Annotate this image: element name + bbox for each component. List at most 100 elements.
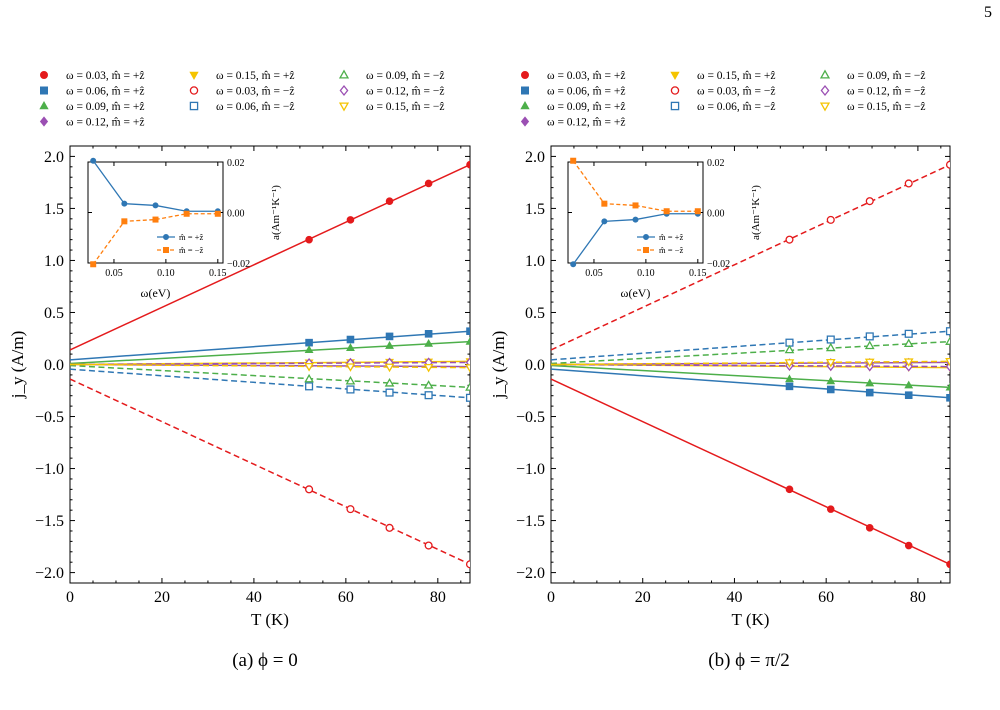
y-tick-label: 2.0 — [44, 149, 64, 166]
inset-legend-marker — [162, 233, 169, 240]
data-point — [864, 358, 875, 368]
legend-marker — [521, 86, 530, 95]
inset-legend-label: m̂ = −ẑ — [659, 245, 683, 255]
data-point — [945, 160, 950, 169]
y-axis-label: j_y (A/m) — [489, 331, 508, 400]
legend-marker — [820, 84, 830, 97]
inset-data-point — [183, 210, 190, 217]
data-point — [424, 541, 433, 550]
data-point — [946, 560, 950, 569]
inset-data-point — [694, 208, 701, 215]
inset-x-tick-label: 0.05 — [585, 268, 603, 279]
x-tick-label: 60 — [338, 589, 354, 606]
data-point — [946, 393, 950, 402]
legend-label: ω = 0.09, m̂ = +ẑ — [66, 101, 144, 113]
series-0 — [70, 164, 470, 351]
inset-y-tick-label: 0.00 — [227, 209, 245, 220]
x-tick-label: 40 — [726, 589, 742, 606]
legend-label: ω = 0.12, m̂ = +ẑ — [66, 116, 144, 128]
legend-marker — [520, 116, 530, 127]
inset-x-tick-label: 0.15 — [209, 268, 227, 279]
legend-marker — [339, 84, 349, 97]
data-point — [864, 340, 875, 350]
data-point — [466, 160, 470, 169]
y-tick-label: −1.0 — [35, 461, 64, 478]
inset-data-point — [90, 157, 97, 164]
data-point — [826, 505, 835, 513]
legend-label: ω = 0.15, m̂ = +ẑ — [697, 70, 775, 82]
inset-data-point — [570, 157, 577, 164]
series-line — [70, 361, 470, 366]
data-point — [346, 335, 355, 344]
legend-label: ω = 0.06, m̂ = −ẑ — [697, 101, 775, 113]
legend-marker — [39, 116, 49, 127]
series-markers-9 — [304, 363, 470, 373]
data-point — [304, 345, 314, 354]
series-0 — [551, 378, 950, 565]
y-tick-label: −0.5 — [516, 409, 545, 426]
series-line — [551, 368, 950, 399]
data-point — [345, 375, 356, 385]
series-9 — [70, 363, 470, 369]
data-point — [304, 363, 314, 372]
legend-label: ω = 0.09, m̂ = +ẑ — [547, 101, 625, 113]
series-markers-7 — [304, 373, 470, 391]
series-line — [70, 330, 470, 361]
series-5 — [551, 164, 950, 351]
legend-label: ω = 0.03, m̂ = −ẑ — [697, 85, 775, 97]
inset-series-line — [572, 160, 698, 212]
y-tick-label: −2.0 — [35, 565, 64, 582]
series-line — [551, 364, 950, 389]
x-tick-label: 0 — [66, 589, 74, 606]
data-point — [785, 485, 794, 494]
series-line — [551, 360, 950, 366]
data-point — [465, 364, 470, 373]
data-point — [904, 380, 914, 389]
data-point — [865, 388, 874, 397]
legend-marker — [819, 69, 831, 79]
data-point — [423, 380, 434, 389]
data-point — [424, 179, 433, 188]
legend-marker — [521, 71, 530, 80]
inset-data-point — [601, 200, 608, 207]
y-tick-label: −1.5 — [35, 513, 64, 530]
legend-marker — [40, 71, 49, 80]
legend-marker — [39, 101, 49, 110]
data-point — [785, 382, 794, 391]
series-line — [70, 363, 470, 369]
data-point — [305, 338, 313, 347]
data-point — [865, 197, 874, 206]
y-tick-label: −1.5 — [516, 513, 545, 530]
series-markers-2 — [304, 336, 470, 354]
legend-marker — [520, 101, 530, 110]
inset-x-axis-label: ω(eV) — [621, 286, 651, 300]
data-point — [465, 560, 470, 569]
data-point — [424, 391, 433, 400]
legend-label: ω = 0.12, m̂ = −ẑ — [847, 85, 925, 97]
inset-series-line — [92, 213, 218, 265]
data-point — [785, 235, 794, 244]
data-point — [945, 327, 950, 336]
legend-marker — [338, 102, 350, 112]
data-point — [304, 373, 314, 383]
series-line — [70, 368, 470, 399]
series-line — [70, 164, 470, 351]
inset-x-tick-label: 0.10 — [637, 268, 655, 279]
data-point — [826, 215, 835, 224]
data-point — [466, 327, 470, 336]
inset-y-tick-label: 0.00 — [707, 209, 725, 220]
legend-marker — [670, 101, 680, 111]
series-line — [551, 164, 950, 351]
series-markers-7 — [784, 336, 950, 354]
x-axis-label: T (K) — [732, 610, 770, 629]
legend-label: ω = 0.12, m̂ = −ẑ — [366, 85, 444, 97]
data-point — [465, 336, 470, 345]
inset-y-tick-label: −0.02 — [227, 259, 250, 270]
y-tick-label: 1.5 — [525, 201, 545, 218]
y-tick-label: 0.0 — [525, 357, 545, 374]
y-axis-label: j_y (A/m) — [8, 331, 27, 400]
series-markers-2 — [785, 374, 950, 391]
y-tick-label: 1.0 — [525, 253, 545, 270]
data-point — [305, 485, 314, 494]
